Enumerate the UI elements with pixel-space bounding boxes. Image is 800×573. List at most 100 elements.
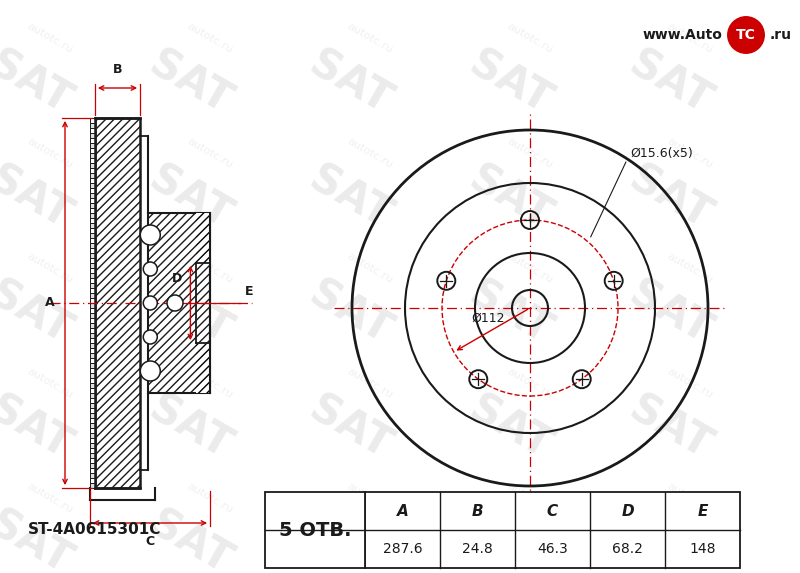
Text: B: B [113, 63, 122, 76]
Text: 46.3: 46.3 [537, 542, 568, 556]
Text: autotc.ru: autotc.ru [666, 251, 714, 285]
Bar [90, 248, 95, 253]
Bar [90, 143, 95, 148]
Bar [148, 213, 210, 393]
Bar [90, 353, 95, 358]
Text: autotc.ru: autotc.ru [26, 136, 74, 170]
Text: E: E [245, 285, 254, 298]
Bar [90, 478, 95, 483]
Bar [90, 403, 95, 408]
Bar [90, 318, 95, 323]
Bar [90, 203, 95, 208]
Text: autotc.ru: autotc.ru [26, 481, 74, 515]
Text: autotc.ru: autotc.ru [26, 366, 74, 400]
Bar [90, 328, 95, 333]
Bar [90, 228, 95, 233]
Text: ST-4A0615301C: ST-4A0615301C [28, 523, 162, 537]
Circle shape [726, 15, 766, 55]
Circle shape [140, 361, 160, 381]
Text: SAT: SAT [0, 273, 78, 353]
Text: autotc.ru: autotc.ru [666, 136, 714, 170]
Bar [90, 163, 95, 168]
Bar [90, 253, 95, 258]
Bar [90, 303, 95, 308]
Text: SAT: SAT [142, 158, 238, 238]
Text: Ø112: Ø112 [472, 312, 505, 325]
Text: A: A [46, 296, 55, 309]
Text: autotc.ru: autotc.ru [506, 481, 554, 515]
Bar [90, 428, 95, 433]
Bar [90, 238, 95, 243]
Circle shape [167, 295, 183, 311]
Bar [90, 268, 95, 273]
Text: autotc.ru: autotc.ru [666, 21, 714, 55]
Bar [90, 273, 95, 278]
Text: SAT: SAT [142, 503, 238, 573]
Text: autotc.ru: autotc.ru [186, 481, 234, 515]
Text: SAT: SAT [622, 43, 718, 123]
Bar [90, 243, 95, 248]
Bar [90, 483, 95, 488]
Text: SAT: SAT [462, 388, 558, 468]
Text: autotc.ru: autotc.ru [186, 366, 234, 400]
Bar [90, 343, 95, 348]
Bar [90, 323, 95, 328]
Text: autotc.ru: autotc.ru [666, 481, 714, 515]
Text: SAT: SAT [142, 43, 238, 123]
Bar [90, 368, 95, 373]
Bar [90, 463, 95, 468]
Bar [90, 173, 95, 178]
Text: SAT: SAT [0, 503, 78, 573]
Bar [90, 148, 95, 153]
Text: SAT: SAT [302, 273, 398, 353]
Bar [90, 333, 95, 338]
Bar [90, 423, 95, 428]
Bar [90, 178, 95, 183]
Text: autotc.ru: autotc.ru [346, 251, 394, 285]
Text: SAT: SAT [462, 158, 558, 238]
Text: E: E [698, 504, 708, 519]
Text: autotc.ru: autotc.ru [666, 366, 714, 400]
Bar [90, 358, 95, 363]
Bar [90, 263, 95, 268]
Text: autotc.ru: autotc.ru [26, 251, 74, 285]
Text: autotc.ru: autotc.ru [346, 481, 394, 515]
Text: SAT: SAT [302, 503, 398, 573]
Bar [265, 492, 365, 568]
Bar [90, 308, 95, 313]
Bar [90, 233, 95, 238]
Bar [90, 433, 95, 438]
Text: SAT: SAT [302, 43, 398, 123]
Bar [90, 223, 95, 228]
Bar [90, 198, 95, 203]
Text: B: B [472, 504, 483, 519]
Text: 148: 148 [690, 542, 716, 556]
Text: SAT: SAT [302, 388, 398, 468]
Bar [90, 278, 95, 283]
Text: autotc.ru: autotc.ru [186, 21, 234, 55]
Bar [95, 118, 140, 488]
Bar [90, 373, 95, 378]
Text: autotc.ru: autotc.ru [26, 21, 74, 55]
Text: SAT: SAT [142, 273, 238, 353]
Bar [90, 363, 95, 368]
Bar [90, 468, 95, 473]
Text: SAT: SAT [302, 158, 398, 238]
Text: C: C [146, 535, 154, 548]
Text: www.Auto: www.Auto [642, 28, 722, 42]
Text: autotc.ru: autotc.ru [506, 251, 554, 285]
Bar [90, 443, 95, 448]
Bar [90, 168, 95, 173]
Bar [90, 293, 95, 298]
Bar [196, 213, 210, 263]
Bar [90, 208, 95, 213]
Circle shape [143, 330, 158, 344]
Bar [90, 218, 95, 223]
Text: SAT: SAT [462, 43, 558, 123]
Bar [90, 158, 95, 163]
Text: SAT: SAT [462, 273, 558, 353]
Bar [365, 492, 740, 568]
Bar [90, 458, 95, 463]
Bar [90, 393, 95, 398]
Text: SAT: SAT [622, 503, 718, 573]
